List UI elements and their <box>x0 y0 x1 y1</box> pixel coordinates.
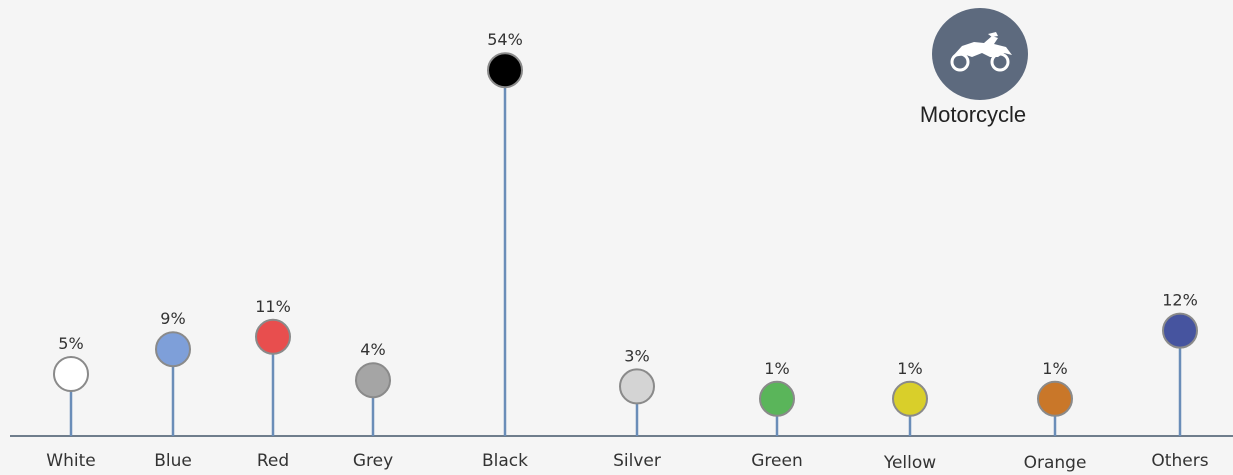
value-label-others: 12% <box>1162 291 1198 310</box>
category-label-silver: Silver <box>613 451 661 471</box>
category-label-blue: Blue <box>154 451 192 471</box>
category-label-red: Red <box>257 451 289 471</box>
value-label-white: 5% <box>58 334 83 353</box>
value-label-red: 11% <box>255 297 291 316</box>
category-label-others: Others <box>1151 451 1208 471</box>
value-label-black: 54% <box>487 30 523 49</box>
category-label-green: Green <box>751 451 802 471</box>
value-labels-group: 5% 9% 11% 4% 54% 3% 1% 1% 1% 12% <box>58 30 1197 378</box>
category-labels-group: White Blue Red Grey Black Silver Green Yellow Or… <box>46 451 1208 473</box>
value-label-green: 1% <box>764 359 789 378</box>
marker-blue <box>155 331 191 368</box>
marker-orange <box>1037 380 1073 417</box>
motorcycle-icon <box>950 32 1012 72</box>
category-label-orange: Orange <box>1024 453 1087 473</box>
badge-label: Motorcycle <box>919 102 1027 127</box>
category-label-grey: Grey <box>353 451 393 471</box>
marker-red <box>255 318 291 355</box>
value-label-orange: 1% <box>1042 359 1067 378</box>
value-label-blue: 9% <box>160 309 185 328</box>
markers-group <box>53 52 1198 417</box>
category-label-black: Black <box>482 451 528 471</box>
marker-silver <box>619 368 655 405</box>
marker-others <box>1162 312 1198 349</box>
marker-white <box>53 356 89 392</box>
category-label-white: White <box>46 451 95 471</box>
value-label-silver: 3% <box>624 346 649 365</box>
marker-grey <box>355 362 391 399</box>
marker-green <box>759 380 795 417</box>
motorcycle-badge <box>932 8 1028 100</box>
marker-black <box>487 52 523 89</box>
marker-yellow <box>892 380 928 417</box>
category-label-yellow: Yellow <box>883 453 936 473</box>
value-label-yellow: 1% <box>897 359 922 378</box>
value-label-grey: 4% <box>360 340 385 359</box>
